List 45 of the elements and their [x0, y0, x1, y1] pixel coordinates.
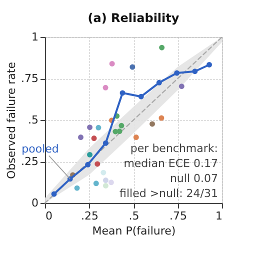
point	[192, 68, 198, 74]
point	[102, 178, 108, 183]
point	[78, 134, 84, 140]
y-tick-label: 0	[32, 196, 38, 210]
x-tick-label: .5	[128, 210, 140, 222]
x-tick-label: .75	[170, 210, 187, 222]
point	[138, 94, 144, 100]
x-tick-label: 1	[216, 210, 222, 222]
y-tick-label: .25	[21, 155, 38, 168]
point	[102, 183, 108, 188]
point	[174, 70, 180, 76]
point	[206, 62, 212, 68]
point	[102, 140, 108, 146]
point	[178, 84, 184, 90]
point	[130, 64, 136, 70]
point	[74, 185, 80, 191]
chart-title: (a) Reliability	[88, 11, 180, 25]
point	[94, 161, 100, 167]
point	[159, 44, 165, 50]
y-tick-label: 1	[32, 30, 38, 44]
point	[158, 115, 164, 121]
point	[108, 180, 114, 186]
point	[96, 124, 102, 130]
point	[150, 121, 155, 127]
point	[118, 122, 124, 128]
x-axis-title: Mean P(failure)	[92, 224, 176, 238]
point	[51, 191, 57, 197]
annotation: per benchmark: median ECE 0.17 null 0.07 filled >null: 24/31	[120, 142, 218, 200]
point	[102, 84, 108, 90]
point	[87, 152, 93, 158]
point	[156, 80, 162, 86]
point	[100, 170, 106, 176]
x-tick-label: 0	[46, 210, 52, 222]
point	[109, 60, 115, 66]
point	[116, 128, 122, 134]
point	[91, 136, 97, 141]
point	[85, 162, 91, 168]
point	[120, 90, 126, 96]
y-axis-title: Observed failure rate	[5, 62, 18, 180]
point	[87, 124, 93, 130]
point	[93, 180, 99, 186]
x-tick-label: .25	[81, 210, 98, 222]
y-tick-label: .75	[21, 72, 38, 85]
point	[133, 134, 139, 140]
y-tick-label: .5	[28, 114, 38, 126]
